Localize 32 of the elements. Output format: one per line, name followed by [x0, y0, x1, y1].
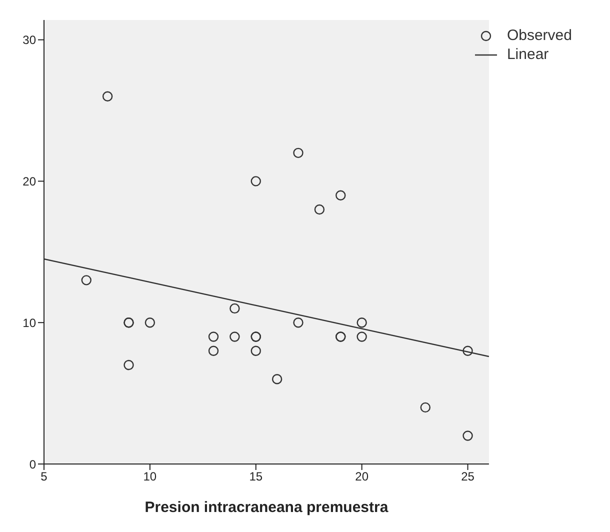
point	[462, 346, 473, 356]
x-tick-label: 15	[249, 470, 263, 484]
x-axis-title: Presion intracraneana premuestra	[144, 499, 389, 516]
x-tick-label: 20	[355, 470, 369, 484]
point	[208, 332, 219, 342]
x-tick-label: 25	[461, 470, 475, 484]
y-tick-label: 10	[22, 316, 36, 330]
point	[272, 374, 282, 384]
point	[102, 91, 113, 102]
point	[293, 318, 304, 328]
point	[230, 303, 240, 314]
legend-label: Observed	[506, 26, 572, 45]
point	[462, 430, 473, 441]
legend-label: Linear	[506, 45, 549, 64]
point	[420, 402, 430, 413]
point	[356, 318, 367, 328]
y-tick-label: 30	[22, 33, 36, 48]
y-tick-label: 0	[29, 457, 36, 472]
point	[336, 190, 346, 200]
y-tick-label: 20	[22, 174, 36, 188]
point	[293, 148, 304, 158]
point	[208, 346, 219, 356]
point	[250, 346, 261, 356]
point	[124, 360, 134, 370]
point	[250, 176, 261, 186]
point	[314, 204, 325, 215]
point	[230, 332, 240, 342]
x-tick-label: 5	[40, 470, 48, 484]
point	[144, 318, 156, 328]
point	[356, 332, 367, 342]
point	[81, 275, 92, 286]
x-tick-label: 10	[143, 470, 157, 484]
